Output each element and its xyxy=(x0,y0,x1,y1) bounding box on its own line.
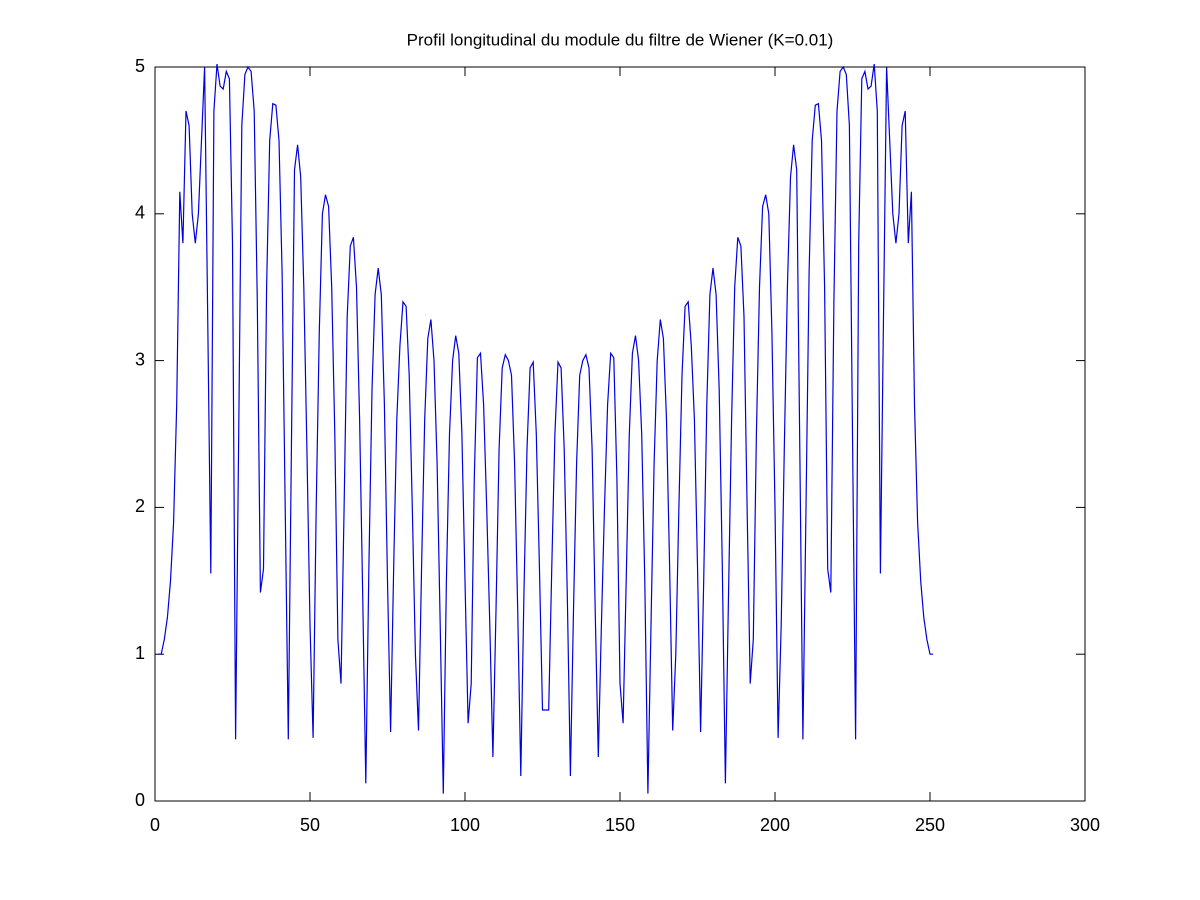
x-tick-label: 100 xyxy=(450,815,480,835)
y-tick-label: 5 xyxy=(135,56,145,76)
y-tick-label: 3 xyxy=(135,349,145,369)
data-line xyxy=(158,63,934,794)
x-tick-label: 200 xyxy=(760,815,790,835)
x-tick-label: 300 xyxy=(1070,815,1100,835)
y-tick-label: 0 xyxy=(135,790,145,810)
x-tick-label: 250 xyxy=(915,815,945,835)
y-tick-label: 1 xyxy=(135,643,145,663)
y-tick-label: 4 xyxy=(135,203,145,223)
x-tick-label: 150 xyxy=(605,815,635,835)
x-tick-label: 0 xyxy=(150,815,160,835)
x-tick-label: 50 xyxy=(300,815,320,835)
y-tick-label: 2 xyxy=(135,496,145,516)
chart-title: Profil longitudinal du module du filtre … xyxy=(407,30,834,49)
